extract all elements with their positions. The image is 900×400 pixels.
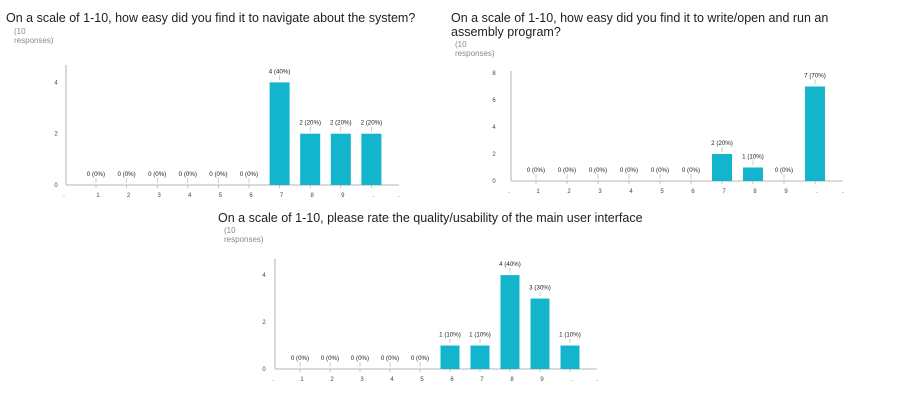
y-tick-label: 4	[492, 125, 496, 131]
bar-8	[500, 275, 520, 369]
data-label: 0 (0%)	[651, 167, 669, 174]
x-tick-label: 2	[127, 193, 131, 199]
data-label: 0 (0%)	[527, 167, 545, 174]
x-axis-start-marker: .	[63, 193, 65, 199]
x-axis-start-marker: .	[508, 189, 510, 195]
data-label: 0 (0%)	[209, 171, 227, 178]
data-label: 0 (0%)	[589, 167, 607, 174]
data-label: 0 (0%)	[775, 167, 793, 174]
bar-8	[743, 167, 763, 181]
x-tick-label: 8	[753, 189, 757, 195]
bar-9	[530, 298, 550, 369]
x-tick-label: 7	[480, 377, 484, 383]
bar-7	[470, 345, 490, 369]
data-label: 2 (20%)	[361, 120, 383, 127]
data-label: 0 (0%)	[240, 171, 258, 178]
data-label: 0 (0%)	[351, 355, 369, 362]
data-label: 0 (0%)	[291, 355, 309, 362]
y-tick-label: 6	[492, 98, 496, 104]
data-label: 0 (0%)	[87, 171, 105, 178]
x-tick-label: .	[373, 193, 375, 199]
chart-title: On a scale of 1-10, how easy did you fin…	[6, 11, 416, 25]
data-label: 4 (40%)	[269, 68, 291, 75]
x-tick-label: 7	[722, 189, 726, 195]
y-tick-label: 0	[54, 183, 58, 189]
y-tick-label: 2	[54, 132, 58, 138]
x-tick-label: 8	[510, 377, 514, 383]
x-tick-label: 7	[280, 193, 284, 199]
data-label: 0 (0%)	[620, 167, 638, 174]
data-label: 7 (70%)	[804, 73, 826, 80]
data-label: 1 (10%)	[469, 332, 491, 339]
x-tick-label: 4	[188, 193, 192, 199]
chart-subtitle: (10 responses)	[14, 27, 54, 45]
data-label: 4 (40%)	[499, 261, 521, 268]
x-tick-label: 8	[311, 193, 315, 199]
data-label: 3 (30%)	[529, 285, 551, 292]
x-tick-label: .	[571, 377, 573, 383]
data-label: 0 (0%)	[682, 167, 700, 174]
data-label: 0 (0%)	[179, 171, 197, 178]
bar-10	[361, 133, 382, 185]
bar-7	[269, 82, 290, 185]
data-label: 0 (0%)	[381, 355, 399, 362]
data-label: 1 (10%)	[439, 332, 461, 339]
x-axis-end-marker: .	[398, 193, 400, 199]
x-tick-label: 2	[567, 189, 571, 195]
x-axis-start-marker: .	[272, 377, 274, 383]
x-tick-label: 6	[450, 377, 454, 383]
x-tick-label: 5	[219, 193, 223, 199]
data-label: 0 (0%)	[411, 355, 429, 362]
y-tick-label: 2	[492, 152, 496, 158]
bar-8	[300, 133, 321, 185]
chart-subtitle: (10 responses)	[455, 40, 495, 58]
x-tick-label: 5	[420, 377, 424, 383]
data-label: 1 (10%)	[742, 154, 764, 161]
x-tick-label: 2	[330, 377, 334, 383]
data-label: 0 (0%)	[321, 355, 339, 362]
data-label: 0 (0%)	[148, 171, 166, 178]
y-tick-label: 4	[54, 80, 58, 86]
x-tick-label: 5	[660, 189, 664, 195]
x-tick-label: 9	[540, 377, 544, 383]
chart-title: On a scale of 1-10, how easy did you fin…	[451, 11, 829, 39]
bar-7	[712, 154, 732, 181]
data-label: 1 (10%)	[559, 332, 581, 339]
x-tick-label: 9	[784, 189, 788, 195]
chart-subtitle: (10 responses)	[224, 226, 264, 244]
data-label: 2 (20%)	[711, 140, 733, 147]
x-tick-label: 6	[249, 193, 253, 199]
x-tick-label: 9	[341, 193, 345, 199]
x-tick-label: 3	[598, 189, 602, 195]
data-label: 2 (20%)	[330, 120, 352, 127]
bar-10	[805, 86, 825, 181]
x-tick-label: 3	[158, 193, 162, 199]
y-tick-label: 4	[262, 273, 266, 279]
x-tick-label: 3	[360, 377, 364, 383]
y-tick-label: 2	[262, 320, 266, 326]
data-label: 0 (0%)	[117, 171, 135, 178]
x-axis-end-marker: .	[596, 377, 598, 383]
x-tick-label: 1	[536, 189, 540, 195]
x-tick-label: .	[816, 189, 818, 195]
bar-9	[330, 133, 351, 185]
data-label: 0 (0%)	[558, 167, 576, 174]
y-tick-label: 0	[262, 367, 266, 373]
x-tick-label: 6	[691, 189, 695, 195]
bar-10	[560, 345, 580, 369]
chart-title: On a scale of 1-10, please rate the qual…	[218, 211, 643, 225]
y-tick-label: 8	[492, 71, 496, 77]
bar-6	[440, 345, 460, 369]
x-tick-label: 4	[629, 189, 633, 195]
data-label: 2 (20%)	[299, 120, 321, 127]
x-axis-end-marker: .	[842, 189, 844, 195]
x-tick-label: 1	[96, 193, 100, 199]
x-tick-label: 4	[390, 377, 394, 383]
y-tick-label: 0	[492, 179, 496, 185]
x-tick-label: 1	[300, 377, 304, 383]
